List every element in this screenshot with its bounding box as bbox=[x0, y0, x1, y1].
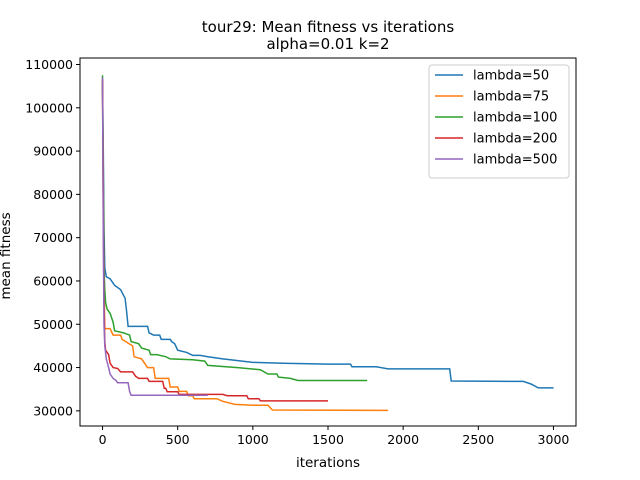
legend-entry: lambda=100 bbox=[473, 111, 557, 126]
legend-entry: lambda=500 bbox=[473, 153, 557, 168]
series-layer bbox=[101, 75, 554, 412]
y-tick-label: 70000 bbox=[33, 230, 73, 245]
chart-title: tour29: Mean fitness vs iterations bbox=[202, 18, 455, 36]
series-line-lambda-75 bbox=[101, 81, 389, 412]
y-tick-label: 30000 bbox=[33, 403, 73, 418]
y-axis-label: mean fitness bbox=[0, 212, 14, 299]
legend-entry: lambda=75 bbox=[473, 90, 549, 105]
x-tick-label: 2500 bbox=[462, 432, 494, 447]
y-tick-label: 60000 bbox=[33, 273, 73, 288]
legend-entry: lambda=200 bbox=[473, 132, 557, 147]
legend-box bbox=[428, 64, 570, 179]
series-line-lambda-50 bbox=[101, 81, 554, 389]
y-tick-label: 100000 bbox=[25, 100, 73, 115]
y-tick-label: 90000 bbox=[33, 144, 73, 159]
x-tick-label: 500 bbox=[166, 432, 190, 447]
axes-layer: 0 500 1000 1500 2000 2500 3000 30000 40000 50000 6… bbox=[25, 57, 577, 447]
x-tick-label: 1500 bbox=[312, 432, 344, 447]
legend-entry: lambda=50 bbox=[473, 69, 549, 84]
y-tick-label: 80000 bbox=[33, 187, 73, 202]
chart-subtitle: alpha=0.01 k=2 bbox=[266, 35, 389, 53]
series-line-lambda-500 bbox=[101, 77, 208, 397]
series-line-lambda-100 bbox=[101, 75, 368, 382]
x-tick-label: 0 bbox=[99, 432, 107, 447]
x-tick-label: 3000 bbox=[538, 432, 570, 447]
series-line-lambda-200 bbox=[101, 79, 328, 402]
x-axis-label: iterations bbox=[296, 455, 360, 471]
y-tick-label: 110000 bbox=[25, 57, 73, 72]
x-tick-label: 2000 bbox=[387, 432, 419, 447]
x-tick-label: 1000 bbox=[237, 432, 269, 447]
y-tick-label: 50000 bbox=[33, 317, 73, 332]
y-tick-label: 40000 bbox=[33, 360, 73, 375]
legend: lambda=50 lambda=75 lambda=100 lambda=200 la… bbox=[428, 64, 570, 179]
